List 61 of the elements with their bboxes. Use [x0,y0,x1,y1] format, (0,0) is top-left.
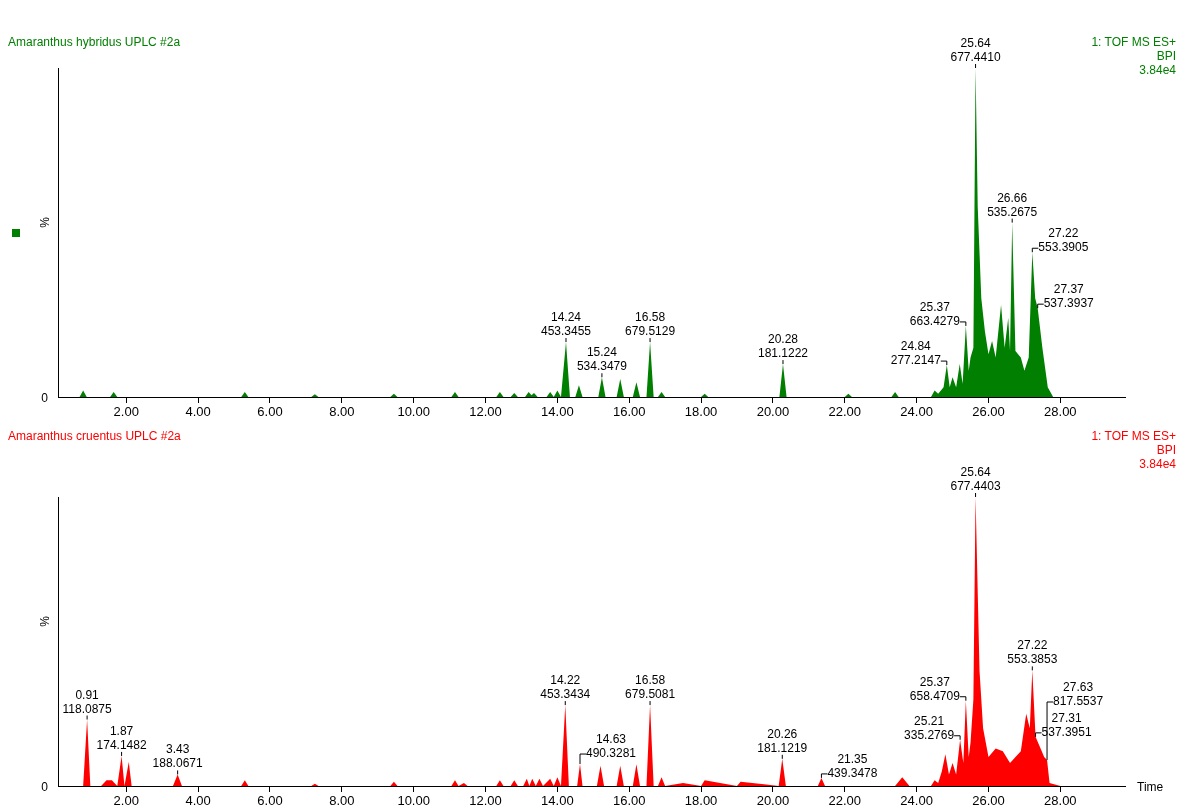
annotation: 27.31 537.3951 [1041,710,1092,739]
annotation: 27.37 537.3937 [1043,282,1095,311]
annotation: 3.43 188.0671 [152,742,203,771]
x-tick-label: 8.00 [329,793,355,809]
annotation: 25.37 663.4279 [909,299,961,328]
x-tick-label: 2.00 [113,404,139,420]
annotation: 14.22 453.3434 [540,673,591,702]
annotation: 27.63 817.5537 [1053,679,1104,708]
x-tick-label: 4.00 [185,404,211,420]
y-axis-title: % [38,216,52,228]
x-tick-label: 4.00 [185,793,211,809]
annotation: 27.22 553.3853 [1007,638,1058,667]
x-tick-label: 2.00 [113,793,139,809]
x-tick-label: 22.00 [828,404,862,420]
x-tick-label: 22.00 [828,793,862,809]
x-tick-label: 10.00 [397,793,430,809]
annotation: 0.91 118.0875 [62,687,112,716]
annotation: 25.64 677.4403 [950,465,1001,493]
annotation: 1.87 174.1482 [96,723,147,752]
annotation: 20.26 181.1219 [757,726,808,755]
y-axis-title: % [38,615,52,627]
x-tick-label: 16.00 [612,404,646,420]
x-tick-label: 16.00 [612,793,646,809]
x-tick-label: 24.00 [900,793,933,809]
annotation: 21.35 439.3478 [827,751,878,780]
chart-subtitle: 1: TOF MS ES+ BPI 3.84e4 [1091,429,1177,471]
annotation: 25.64 677.4410 [950,36,1001,64]
x-tick-label: 20.00 [756,404,790,420]
annotation: 27.22 553.3905 [1038,226,1089,255]
chart-title: Amaranthus cruentus UPLC #2a [8,429,182,443]
x-tick-label: 12.00 [469,404,502,420]
x-axis-title: Time [1137,780,1164,794]
x-tick-label: 26.00 [972,404,1005,420]
annotation: 15.24 534.3479 [576,345,628,374]
annotation: 26.66 535.2675 [987,190,1038,219]
annotation: 16.58 679.5081 [625,673,676,702]
x-tick-label: 28.00 [1044,793,1077,809]
annotation: 24.84 277.2147 [890,339,942,368]
x-tick-label: 14.00 [541,404,574,420]
annotation: 16.58 679.5129 [625,310,676,339]
chart-subtitle: 1: TOF MS ES+ BPI 3.84e4 [1091,35,1177,77]
x-tick-label: 14.00 [541,793,574,809]
annotation: 14.63 490.3281 [586,732,637,761]
x-tick-label: 12.00 [469,793,502,809]
x-tick-label: 6.00 [257,793,283,809]
x-tick-label: 6.00 [257,404,283,420]
x-tick-label: 18.00 [684,793,718,809]
annotation: 25.37 658.4709 [909,674,961,703]
x-tick-label: 18.00 [684,404,718,420]
x-tick-label: 26.00 [972,793,1005,809]
x-tick-label: 10.00 [397,404,430,420]
x-tick-label: 24.00 [900,404,933,420]
x-tick-label: 8.00 [329,404,355,420]
x-tick-label: 28.00 [1044,404,1077,420]
chart-title: Amaranthus hybridus UPLC #2a [8,35,181,49]
annotation: 20.28 181.1222 [757,332,809,361]
text: 0 [41,780,49,794]
text: 0 [41,391,49,405]
annotation: 14.24 453.3455 [540,310,592,339]
x-tick-label: 20.00 [756,793,790,809]
annotation: 25.21 335.2769 [904,713,955,742]
